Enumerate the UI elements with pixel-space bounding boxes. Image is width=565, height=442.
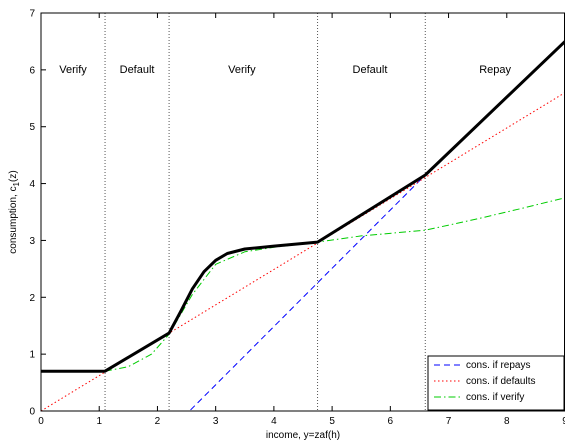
series-line-3: [41, 40, 565, 373]
region-label-2: Verify: [228, 64, 256, 76]
series-line-2: [104, 197, 565, 372]
x-tick-label-6: 6: [388, 416, 394, 427]
x-tick-label-5: 5: [329, 416, 335, 427]
y-axis-label-main: consumption, c: [8, 186, 19, 253]
region-label-4: Repay: [479, 64, 511, 76]
y-tick-label-2: 2: [29, 293, 35, 304]
x-tick-label-9: 9: [562, 416, 565, 427]
y-axis-label-sub: 1: [12, 181, 21, 186]
x-tick-label-7: 7: [446, 416, 452, 427]
region-label-1: Default: [120, 64, 155, 76]
y-tick-label-0: 0: [29, 407, 35, 418]
legend-box: [427, 355, 565, 411]
region-label-0: Verify: [59, 64, 87, 76]
y-tick-label-5: 5: [29, 122, 35, 133]
y-tick-label-3: 3: [29, 236, 35, 247]
x-tick-label-2: 2: [155, 416, 161, 427]
y-tick-label-6: 6: [29, 65, 35, 76]
x-tick-label-4: 4: [271, 416, 277, 427]
y-tick-label-7: 7: [29, 9, 35, 20]
x-tick-label-0: 0: [38, 416, 44, 427]
plot-area: Verify Default Verify Default Repay: [40, 12, 565, 412]
legend-entry-0: cons. if repays: [466, 360, 530, 371]
y-axis-label: consumption, c1(z): [8, 170, 21, 253]
legend-entry-2: cons. if verify: [466, 392, 524, 403]
x-tick-label-8: 8: [504, 416, 510, 427]
tick-labels: 0 1 2 3 4 5 6 7 8 9 0 1 2 3 4 5 6 7: [29, 9, 565, 427]
x-tick-label-1: 1: [96, 416, 102, 427]
x-axis-label: income, y=zaf(h): [266, 430, 340, 441]
y-tick-label-1: 1: [29, 350, 35, 361]
legend-entry-1: cons. if defaults: [466, 376, 535, 387]
x-tick-label-3: 3: [213, 416, 219, 427]
y-axis-label-tail: (z): [8, 170, 19, 182]
legend: cons. if repays cons. if defaults cons. if…: [427, 355, 565, 411]
series-line-0: [41, 174, 426, 412]
region-label-3: Default: [353, 64, 388, 76]
y-tick-label-4: 4: [29, 179, 35, 190]
